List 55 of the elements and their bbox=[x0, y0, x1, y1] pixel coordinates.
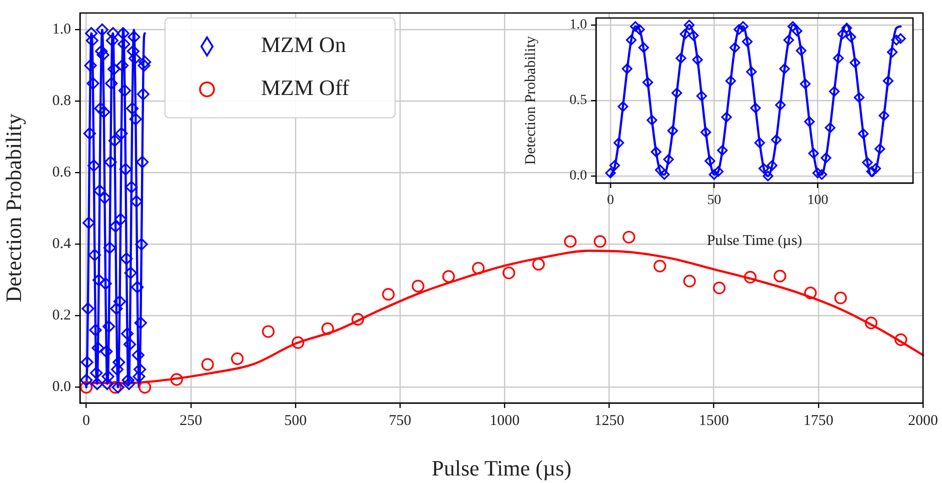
point bbox=[564, 235, 577, 248]
x-tick-label: 0 bbox=[82, 412, 90, 429]
point bbox=[262, 325, 275, 338]
x-tick-label: 1500 bbox=[698, 412, 729, 429]
x-axis-title: Pulse Time (µs) bbox=[706, 232, 802, 249]
point bbox=[472, 262, 485, 275]
x-axis-title: Pulse Time (µs) bbox=[432, 456, 572, 481]
y-axis-title: Detection Probability bbox=[0, 114, 26, 302]
y-tick-label: 0.8 bbox=[52, 93, 71, 110]
x-tick-label: 750 bbox=[388, 412, 412, 429]
x-tick-label: 100 bbox=[807, 193, 828, 208]
y-tick-label: 0.6 bbox=[52, 164, 72, 181]
point bbox=[683, 274, 696, 288]
point bbox=[201, 358, 214, 371]
x-tick-label: 250 bbox=[180, 412, 202, 429]
point bbox=[108, 380, 122, 394]
y-tick-label: 1.0 bbox=[570, 18, 587, 33]
x-tick-label: 1750 bbox=[803, 412, 834, 429]
point bbox=[894, 333, 908, 346]
point bbox=[502, 266, 516, 280]
point bbox=[744, 270, 757, 284]
point bbox=[654, 260, 666, 272]
point bbox=[231, 352, 244, 365]
point bbox=[412, 280, 424, 292]
point bbox=[138, 380, 152, 394]
y-tick-label: 1.0 bbox=[52, 22, 71, 38]
x-tick-label: 50 bbox=[707, 193, 722, 208]
point bbox=[80, 380, 93, 394]
y-tick-label: 0.0 bbox=[570, 168, 587, 184]
x-tick-label: 500 bbox=[284, 412, 307, 429]
point bbox=[804, 286, 817, 300]
point bbox=[774, 270, 786, 282]
y-tick-label: 0.4 bbox=[52, 236, 72, 252]
y-tick-label: 0.0 bbox=[52, 379, 71, 396]
point bbox=[594, 235, 606, 248]
point bbox=[442, 270, 455, 283]
point bbox=[712, 282, 726, 294]
point bbox=[321, 322, 334, 335]
point bbox=[834, 292, 847, 304]
point bbox=[292, 336, 304, 349]
point bbox=[170, 373, 183, 386]
x-tick-label: 0 bbox=[607, 193, 614, 208]
point bbox=[382, 288, 395, 301]
point bbox=[532, 258, 545, 271]
x-tick-label: 1250 bbox=[594, 412, 624, 429]
y-tick-label: 0.2 bbox=[52, 308, 71, 324]
y-tick-label: 0.5 bbox=[570, 93, 587, 108]
point bbox=[351, 313, 364, 326]
legend-label: MZM On bbox=[261, 32, 346, 58]
y-axis-title: Detection Probability bbox=[522, 36, 539, 165]
point bbox=[864, 316, 878, 330]
x-tick-label: 2000 bbox=[908, 412, 938, 429]
legend-label: MZM Off bbox=[261, 75, 350, 100]
point bbox=[622, 230, 636, 244]
x-tick-label: 1000 bbox=[490, 412, 520, 429]
